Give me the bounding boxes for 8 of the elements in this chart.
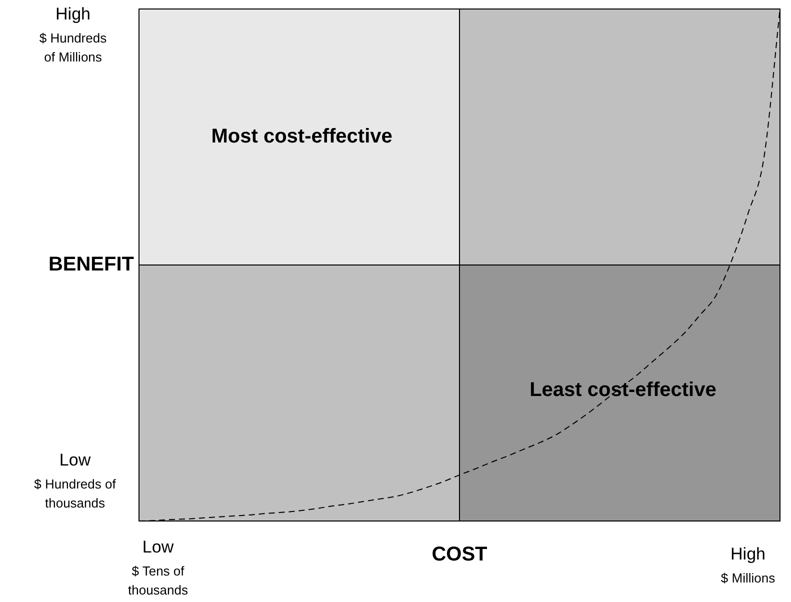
text: High $ Millions	[720, 544, 776, 586]
text: High $ Hundreds of Millions	[39, 4, 108, 65]
annotation: Most cost-effective	[211, 126, 392, 148]
text: Low $ Tens of thousands	[128, 538, 188, 598]
text: Low $ Hundreds of thousands	[34, 450, 116, 511]
y-axis-title: BENEFIT	[48, 254, 134, 276]
x-axis-title: COST	[432, 544, 488, 566]
annotation: Least cost-effective	[530, 378, 716, 401]
